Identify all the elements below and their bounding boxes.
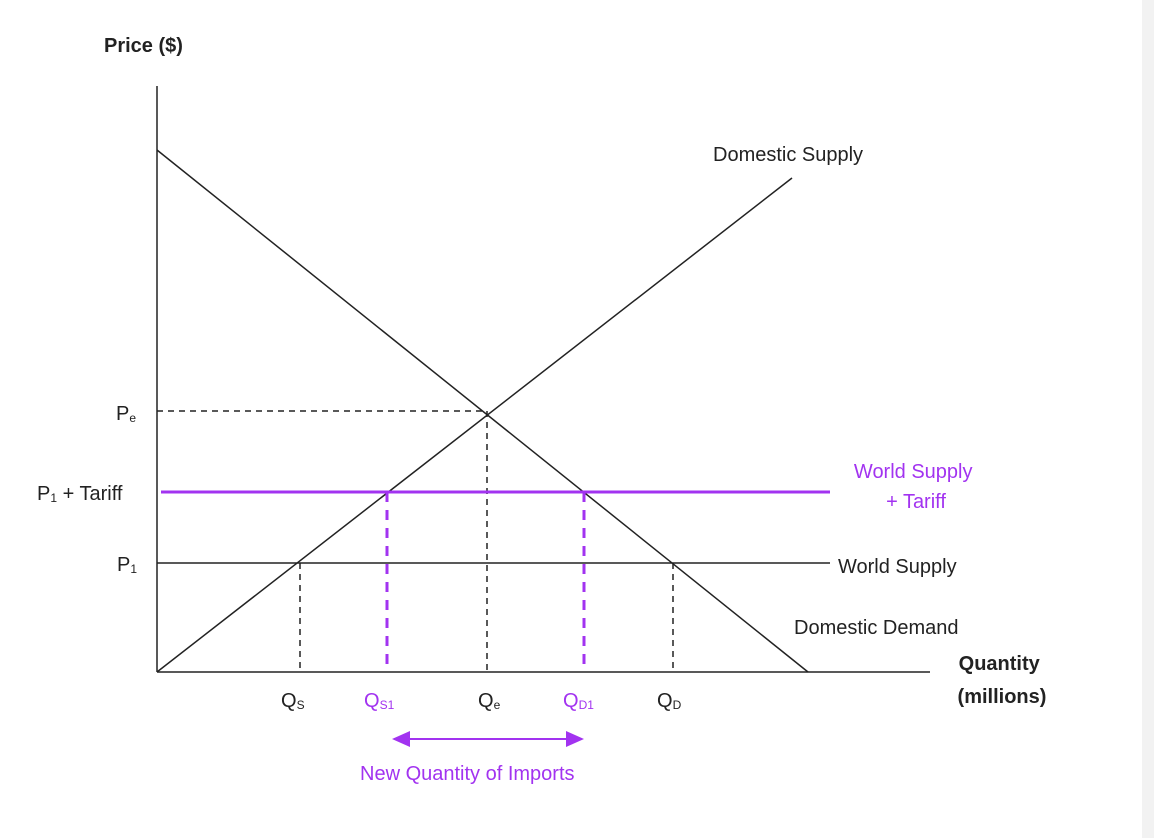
- quantity-label-qd1: QD1: [563, 690, 594, 712]
- domestic-supply-label: Domestic Supply: [713, 144, 863, 166]
- quantity-label-qs1: QS1: [364, 690, 395, 712]
- x-axis-label-line1: Quantity: [959, 653, 1041, 675]
- x-axis-label-line2: (millions): [958, 686, 1047, 708]
- quantity-label-qd: QD: [657, 690, 682, 712]
- x-axis-label: Quantity (millions): [958, 653, 1047, 708]
- price-label-p1-tariff: P1 + Tariff: [37, 483, 123, 505]
- imports-label: New Quantity of Imports: [360, 763, 575, 785]
- world-supply-label: World Supply: [838, 556, 957, 578]
- world-supply-tariff-label-line2: + Tariff: [886, 491, 946, 513]
- domestic-demand-label: Domestic Demand: [794, 617, 959, 639]
- scrollbar-track[interactable]: [1142, 0, 1154, 838]
- world-supply-tariff-label: World Supply + Tariff: [854, 461, 978, 513]
- domestic-demand-curve: [156, 149, 809, 673]
- world-supply-tariff-label-line1: World Supply: [854, 461, 973, 483]
- y-axis-label: Price ($): [104, 35, 183, 57]
- quantity-label-qs: QS: [281, 690, 305, 712]
- price-label-pe: Pe: [116, 403, 136, 425]
- domestic-supply-curve: [156, 177, 793, 673]
- price-label-p1: P1: [117, 554, 137, 576]
- quantity-label-qe: Qe: [478, 690, 501, 712]
